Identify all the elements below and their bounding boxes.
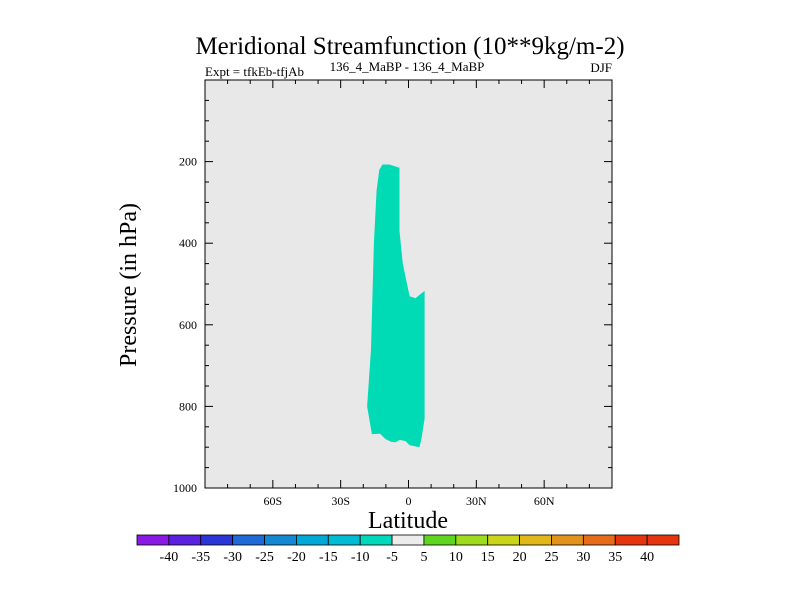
colorbar-swatch [487,534,520,546]
y-tick-label: 800 [179,399,197,413]
colorbar-swatch [327,534,361,546]
colorbar-label: -25 [255,550,274,565]
colorbar-swatch [200,534,234,546]
colorbar-swatch [264,534,297,546]
colorbar-label: -5 [386,550,398,565]
colorbar-swatch [551,534,584,546]
colorbar-swatch [168,534,202,546]
colorbar-swatch [519,534,552,546]
colorbar-label: 20 [513,550,527,565]
colorbar-label: -10 [351,550,370,565]
season-label: DJF [590,60,612,75]
colorbar-label: 15 [481,550,495,565]
colorbar-label: 40 [640,550,654,565]
colorbar-swatch [455,534,489,546]
y-tick-label: 400 [179,236,197,250]
colorbar-swatch [391,534,425,546]
colorbar-swatch [423,534,457,546]
colorbar-swatch [646,534,680,546]
x-tick-label: 0 [406,494,412,508]
x-axis-label: Latitude [368,508,448,534]
colorbar-swatch [136,534,170,546]
colorbar-label: -15 [319,550,338,565]
axis-ticks: 60S 30S 0 30N 60N 200 400 600 800 1000 [173,80,612,508]
x-tick-label: 60S [263,494,282,508]
y-tick-label: 1000 [173,481,197,495]
colorbar-swatch [359,534,393,546]
colorbar-label: -35 [191,550,210,565]
colorbar-swatch [582,534,616,546]
colorbar-label: -30 [223,550,242,565]
colorbar-swatch [614,534,648,546]
colorbar-label: 5 [420,550,427,565]
colorbar-label: -40 [160,550,179,565]
negative-streamfunction-region [367,164,425,448]
colorbar-label: -20 [287,550,306,565]
colorbar-label: 10 [449,550,463,565]
x-tick-label: 30S [331,494,350,508]
colorbar-swatch [296,534,329,546]
filled-contours [367,164,425,448]
period-label: 136_4_MaBP - 136_4_MaBP [330,59,485,74]
colorbar-label: 30 [576,550,590,565]
colorbar-label: 35 [608,550,622,565]
chart-title: Meridional Streamfunction (10**9kg/m-2) [195,33,624,60]
y-axis-label: Pressure (in hPa) [116,203,142,367]
x-tick-label: 60N [534,494,555,508]
colorbar-swatch [232,534,265,546]
experiment-label: Expt = tfkEb-tfjAb [205,64,304,79]
colorbar-label: 25 [544,550,558,565]
y-tick-label: 600 [179,318,197,332]
y-tick-label: 200 [179,155,197,169]
colorbar: -40 -35 -30 -25 -20 -15 -10 -5 5 10 15 20 25 30 35 40 [136,534,680,565]
x-tick-label: 30N [466,494,487,508]
